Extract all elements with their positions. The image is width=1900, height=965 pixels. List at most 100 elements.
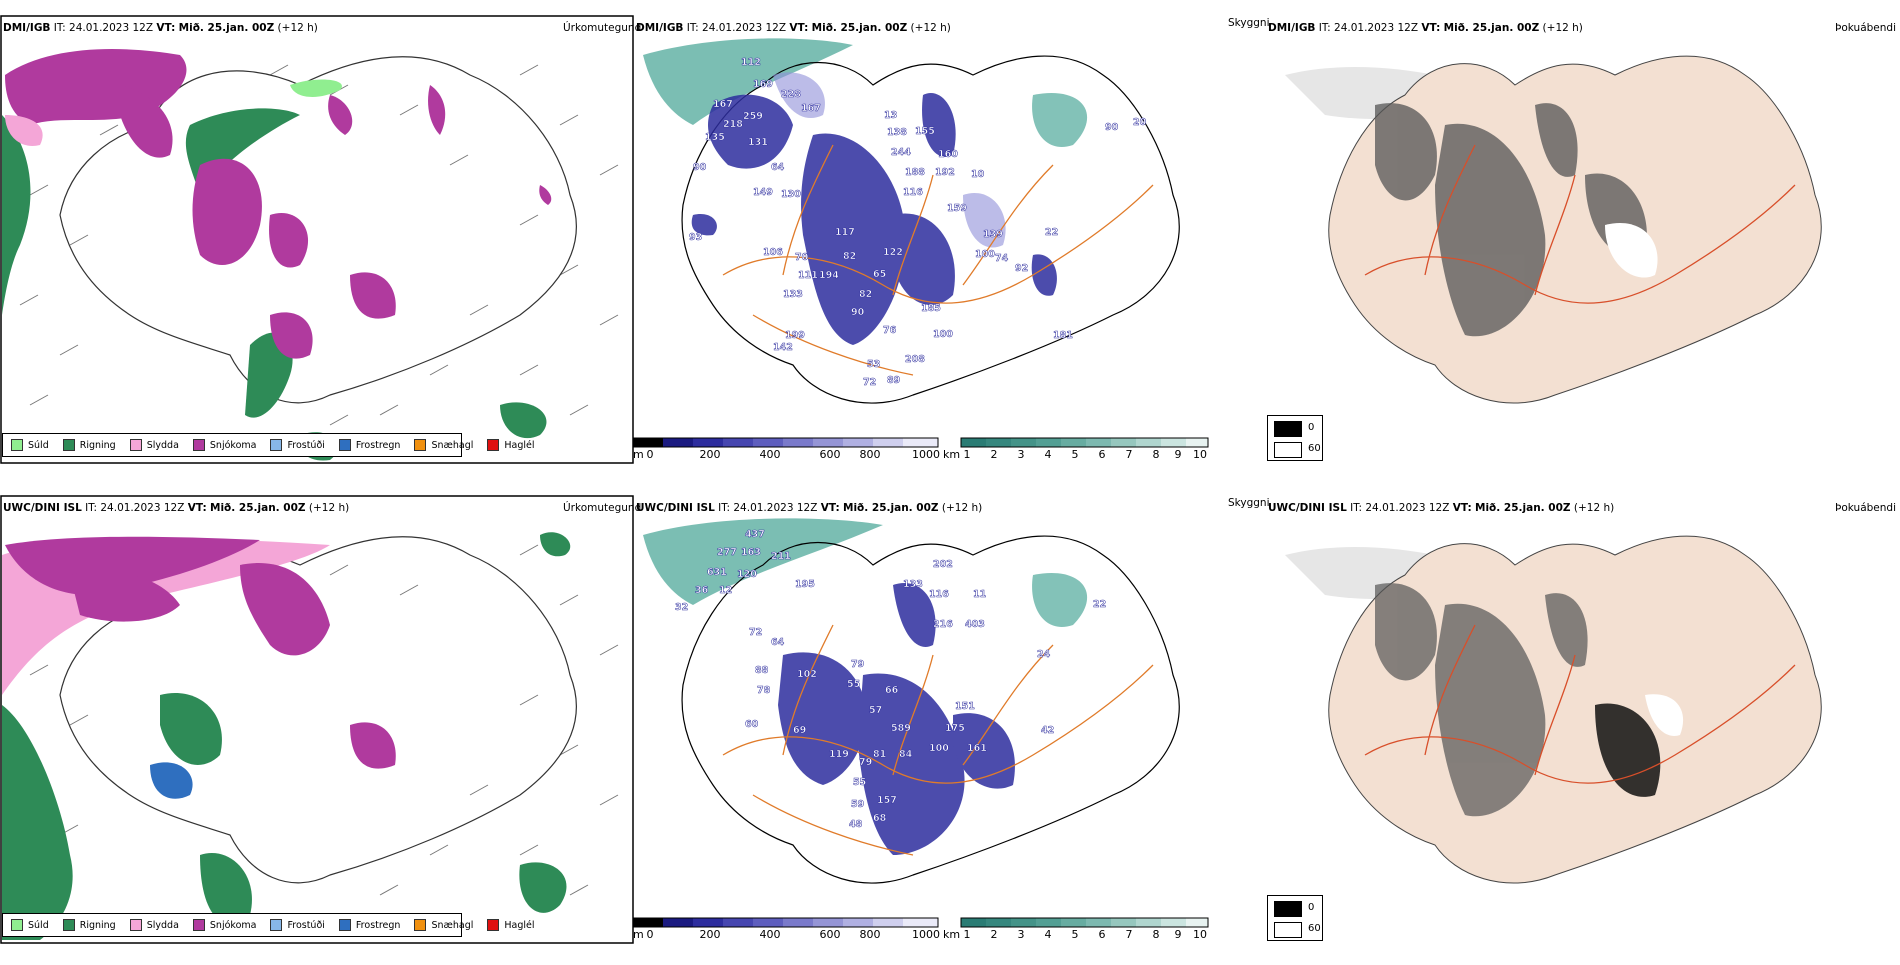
legend-swatch — [414, 439, 427, 451]
legend-swatch — [270, 919, 283, 931]
svg-text:89: 89 — [887, 375, 900, 386]
svg-text:68: 68 — [873, 813, 887, 824]
fog-map — [1285, 535, 1822, 884]
svg-text:42: 42 — [1041, 725, 1054, 736]
precip-amount-map: 437 163 211 277 631 120 195 64 72 88 102… — [643, 518, 1180, 884]
svg-text:119: 119 — [829, 749, 849, 760]
svg-text:277: 277 — [717, 547, 737, 558]
svg-text:138: 138 — [887, 127, 907, 138]
svg-text:117: 117 — [835, 227, 855, 238]
legend-swatch — [487, 919, 500, 931]
svg-text:159: 159 — [947, 203, 967, 214]
precip-type-label: Úrkomutegund — [563, 22, 642, 34]
svg-text:82: 82 — [843, 251, 856, 262]
fog-title: DMI/IGB IT: 24.01.2023 12Z VT: Mið. 25.j… — [1268, 22, 1583, 34]
cloud-colorbar: km 1 2 3 4 5 6 7 8 9 10 — [943, 917, 1213, 943]
svg-text:65: 65 — [873, 269, 886, 280]
svg-text:216: 216 — [933, 619, 953, 630]
svg-text:142: 142 — [773, 342, 793, 353]
svg-text:631: 631 — [707, 567, 727, 578]
legend-swatch — [192, 919, 205, 931]
cloud-label: Skyggni — [1228, 17, 1270, 29]
precip-amount-panel: 437 163 211 277 631 120 195 64 72 88 102… — [633, 495, 1333, 965]
height-colorbar: m 0 200 400 600 800 1000 — [633, 437, 943, 463]
fog-label: Þokuábendi — [1835, 22, 1896, 34]
svg-text:188: 188 — [905, 167, 925, 178]
svg-text:76: 76 — [883, 325, 897, 336]
svg-text:151: 151 — [955, 701, 975, 712]
precip-values: 112 169 228 167 218 259 167 135 131 64 9… — [689, 57, 1147, 389]
svg-text:133: 133 — [903, 579, 923, 590]
svg-text:12: 12 — [719, 585, 732, 596]
svg-text:208: 208 — [905, 354, 925, 365]
precip-type-legend: Súld Rigning Slydda Snjókoma Frostúði Fr… — [2, 433, 535, 457]
legend-swatch — [487, 439, 500, 451]
svg-text:64: 64 — [771, 162, 785, 173]
svg-text:78: 78 — [757, 685, 771, 696]
cloud-label: Skyggni — [1228, 497, 1270, 509]
svg-text:120: 120 — [737, 569, 757, 580]
svg-text:155: 155 — [915, 126, 935, 137]
fog-panel: UWC/DINI ISL IT: 24.01.2023 12Z VT: Mið.… — [1265, 495, 1900, 965]
svg-text:195: 195 — [795, 579, 815, 590]
svg-text:48: 48 — [849, 819, 863, 830]
svg-text:157: 157 — [877, 795, 897, 806]
svg-text:79: 79 — [859, 757, 872, 768]
fog-title: UWC/DINI ISL IT: 24.01.2023 12Z VT: Mið.… — [1268, 502, 1615, 514]
svg-text:100: 100 — [929, 743, 949, 754]
svg-text:10: 10 — [971, 169, 985, 180]
svg-text:93: 93 — [689, 232, 702, 243]
svg-text:90: 90 — [851, 307, 865, 318]
svg-text:24: 24 — [1037, 649, 1051, 660]
legend-item: Snæhagl — [414, 919, 473, 931]
legend-swatch — [338, 919, 351, 931]
svg-text:116: 116 — [929, 589, 949, 600]
legend-swatch — [129, 919, 142, 931]
svg-text:36: 36 — [695, 585, 709, 596]
legend-item: Frostregn — [338, 919, 400, 931]
legend-swatch — [11, 919, 23, 931]
legend-swatch — [270, 439, 283, 451]
svg-text:57: 57 — [869, 705, 882, 716]
svg-text:82: 82 — [859, 289, 872, 300]
snow-areas — [5, 49, 552, 359]
svg-text:70: 70 — [795, 252, 809, 263]
legend-item: Slydda — [129, 439, 179, 451]
svg-text:64: 64 — [771, 637, 785, 648]
svg-text:202: 202 — [933, 559, 953, 570]
svg-text:22: 22 — [1093, 599, 1106, 610]
svg-text:74: 74 — [995, 253, 1009, 264]
svg-text:163: 163 — [741, 547, 761, 558]
svg-text:100: 100 — [975, 249, 995, 260]
svg-text:199: 199 — [785, 330, 805, 341]
svg-text:66: 66 — [885, 685, 899, 696]
svg-text:175: 175 — [945, 723, 965, 734]
precip-amount-title: UWC/DINI ISL IT: 24.01.2023 12Z VT: Mið.… — [636, 502, 983, 514]
fog-panel: DMI/IGB IT: 24.01.2023 12Z VT: Mið. 25.j… — [1265, 15, 1900, 485]
svg-text:133: 133 — [783, 289, 803, 300]
svg-text:55: 55 — [847, 679, 860, 690]
legend-swatch — [11, 439, 23, 451]
svg-text:211: 211 — [771, 551, 791, 562]
legend-swatch — [192, 439, 205, 451]
svg-text:194: 194 — [819, 270, 839, 281]
svg-text:181: 181 — [1053, 330, 1073, 341]
svg-text:185: 185 — [921, 303, 941, 314]
precip-type-map — [0, 15, 634, 464]
precip-type-legend: Súld Rigning Slydda Snjókoma Frostúði Fr… — [2, 913, 535, 937]
precip-type-map — [0, 495, 634, 944]
precip-type-title: DMI/IGB IT: 24.01.2023 12Z VT: Mið. 25.j… — [3, 22, 318, 34]
legend-item: Snjókoma — [192, 919, 256, 931]
legend-item: Haglél — [487, 919, 535, 931]
svg-text:60: 60 — [745, 719, 759, 730]
svg-text:228: 228 — [781, 89, 801, 100]
svg-text:149: 149 — [753, 187, 773, 198]
svg-text:11: 11 — [973, 589, 986, 600]
svg-text:167: 167 — [713, 99, 733, 110]
svg-text:88: 88 — [755, 665, 769, 676]
svg-text:122: 122 — [883, 247, 903, 258]
precip-type-label: Úrkomutegund — [563, 502, 642, 514]
svg-text:13: 13 — [884, 110, 897, 121]
legend-item: Slydda — [129, 919, 179, 931]
legend-item: Súld — [11, 439, 49, 451]
